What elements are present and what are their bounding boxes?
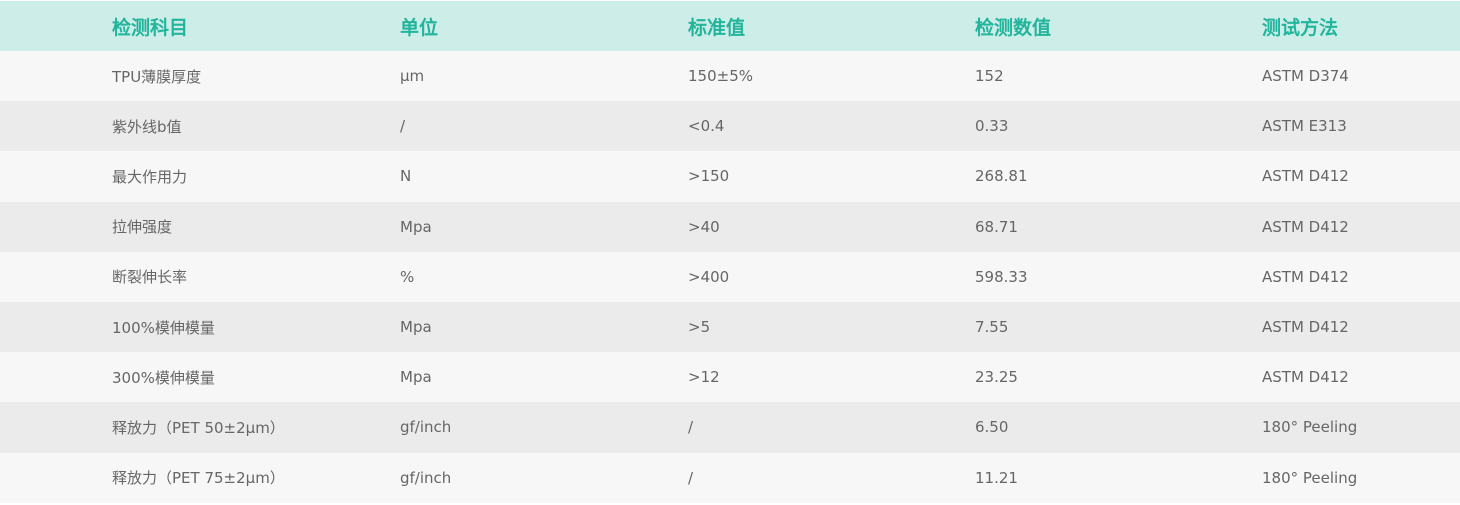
standard-cell: / [688, 468, 694, 487]
unit-cell: Mpa [400, 318, 432, 337]
standard-cell: / [688, 418, 694, 437]
test-item-cell: 100%模伸模量 [112, 318, 215, 337]
table-row: 断裂伸长率% >400 598.33 ASTM D412 [0, 251, 1460, 302]
unit-cell: gf/inch [400, 468, 452, 487]
method-cell: 180° Peeling [1262, 468, 1358, 487]
table-row: 释放力（PET 75±2μm） gf/inch / 11.21 180° Peeling [0, 452, 1460, 503]
unit-cell: / [400, 117, 406, 136]
method-cell: ASTM D412 [1262, 167, 1349, 186]
measured-cell: 23.25 [975, 368, 1018, 387]
test-item-cell: 最大作用力 [112, 167, 188, 186]
table-header: 检测科目 单位 标准值 检测数值 测试方法 [0, 1, 1460, 51]
test-item-cell: 释放力（PET 50±2μm） [112, 418, 285, 437]
header-standard: 标准值 [688, 16, 746, 39]
method-cell: ASTM D412 [1262, 217, 1349, 236]
method-cell: ASTM D412 [1262, 318, 1349, 337]
standard-cell: >5 [688, 318, 711, 337]
method-cell: ASTM D412 [1262, 368, 1349, 387]
measured-cell: 598.33 [975, 267, 1028, 286]
method-cell: ASTM D412 [1262, 267, 1349, 286]
table-row: 紫外线b值 / <0.4 0.33 ASTM E313 [0, 101, 1460, 152]
table-row: TPU薄膜厚度 μm 150±5% 152 ASTM D374 [0, 51, 1460, 102]
measured-cell: 268.81 [975, 167, 1028, 186]
test-item-cell: 释放力（PET 75±2μm） [112, 469, 285, 488]
test-item-cell: 300%模伸模量 [112, 368, 215, 387]
standard-cell: >150 [688, 167, 730, 186]
header-test-item: 检测科目 [112, 16, 189, 39]
standard-cell: >40 [688, 217, 720, 236]
header-unit: 单位 [400, 16, 439, 39]
unit-cell: % [400, 267, 415, 286]
standard-cell: 150±5% [688, 67, 753, 86]
method-cell: ASTM D374 [1262, 67, 1349, 86]
test-item-cell: TPU薄膜厚度 [112, 67, 202, 86]
header-measured: 检测数值 [975, 16, 1052, 39]
test-item-cell: 断裂伸长率 [112, 268, 188, 287]
test-item-cell: 拉伸强度 [112, 218, 173, 237]
measured-cell: 6.50 [975, 418, 1009, 437]
measured-cell: 7.55 [975, 318, 1009, 337]
measured-cell: 11.21 [975, 468, 1018, 487]
unit-cell: gf/inch [400, 418, 452, 437]
method-cell: ASTM E313 [1262, 117, 1347, 136]
unit-cell: Mpa [400, 368, 432, 387]
table-row: 拉伸强度 Mpa >40 68.71 ASTM D412 [0, 201, 1460, 252]
measured-cell: 0.33 [975, 117, 1009, 136]
table-row: 最大作用力 N >150 268.81 ASTM D412 [0, 151, 1460, 202]
table-row: 释放力（PET 50±2μm） gf/inch / 6.50 180° Peeling [0, 402, 1460, 453]
unit-cell: μm [400, 67, 425, 86]
standard-cell: >12 [688, 368, 720, 387]
method-cell: 180° Peeling [1262, 418, 1358, 437]
measured-cell: 152 [975, 67, 1004, 86]
header-method: 测试方法 [1262, 16, 1339, 39]
measured-cell: 68.71 [975, 217, 1018, 236]
unit-cell: N [400, 167, 412, 186]
test-item-cell: 紫外线b值 [112, 117, 182, 136]
table-row: 300%模伸模量 Mpa >12 23.25 ASTM D412 [0, 352, 1460, 403]
standard-cell: <0.4 [688, 117, 725, 136]
table-row: 100%模伸模量 Mpa >5 7.55 ASTM D412 [0, 301, 1460, 353]
standard-cell: >400 [688, 267, 730, 286]
unit-cell: Mpa [400, 217, 432, 236]
